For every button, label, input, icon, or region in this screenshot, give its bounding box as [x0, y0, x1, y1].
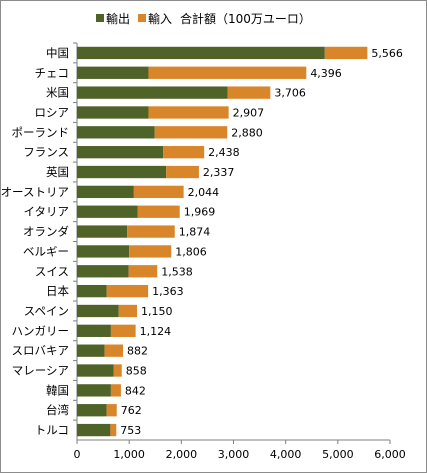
category-label: ハンガリー — [12, 324, 70, 338]
total-data-label: 3,706 — [274, 87, 306, 100]
total-data-label: 5,566 — [371, 47, 403, 60]
category-label: 英国 — [46, 165, 69, 179]
category-label: スペイン — [24, 304, 69, 318]
bar-export — [77, 86, 228, 99]
bar-export — [77, 126, 155, 139]
total-data-label: 882 — [127, 345, 148, 358]
bar-export — [77, 66, 149, 79]
bar-import — [148, 66, 307, 79]
total-data-label: 842 — [125, 384, 146, 397]
legend-label-total: 合計額（100万ユーロ） — [180, 11, 311, 26]
bar-export — [77, 364, 114, 377]
bar-export — [77, 245, 130, 258]
legend-label-export: 輸出 — [106, 11, 131, 26]
x-tick-label: 2,000 — [166, 448, 198, 461]
bar-import — [106, 284, 149, 298]
total-data-label: 1,150 — [141, 305, 173, 318]
legend-swatch-export — [96, 14, 104, 22]
category-label: 米国 — [46, 86, 69, 100]
category-label: 台湾 — [46, 403, 69, 417]
category-label: スイス — [35, 264, 69, 278]
category-label: オランダ — [23, 225, 69, 239]
legend-item-export: 輸出 — [96, 10, 130, 27]
bar-import — [110, 324, 136, 337]
total-data-label: 1,969 — [184, 206, 216, 219]
bar-import — [227, 86, 271, 99]
bar-import — [163, 146, 205, 159]
category-label: ロシア — [35, 105, 70, 119]
bar-export — [77, 146, 164, 159]
category-label: 日本 — [46, 284, 69, 298]
bar-export — [77, 423, 111, 437]
total-data-label: 1,874 — [179, 226, 211, 239]
bar-import — [110, 384, 121, 397]
bar-export — [77, 404, 107, 417]
bar-import — [110, 423, 117, 437]
bar-export — [77, 185, 134, 199]
total-data-label: 1,124 — [140, 325, 172, 338]
bar-export — [77, 344, 105, 357]
total-data-label: 858 — [126, 365, 147, 378]
bar-export — [77, 106, 149, 119]
category-label: ポーランド — [12, 125, 70, 139]
x-tick-label: 0 — [74, 448, 81, 461]
category-label: ベルギー — [23, 244, 69, 258]
category-label: オーストリア — [1, 185, 69, 199]
legend-label-import: 輸入 — [148, 11, 173, 26]
total-data-label: 1,538 — [161, 265, 193, 278]
legend-item-import: 輸入 — [138, 10, 172, 27]
total-data-label: 2,438 — [208, 146, 240, 159]
bar-import — [154, 126, 228, 139]
category-label: スロバキア — [12, 344, 70, 358]
bar-export — [77, 225, 128, 238]
bar-import — [128, 265, 158, 278]
total-data-label: 4,396 — [310, 67, 342, 80]
bar-import — [106, 404, 117, 417]
total-data-label: 2,044 — [188, 186, 220, 199]
bar-import — [127, 225, 175, 238]
total-data-label: 2,337 — [203, 166, 235, 179]
x-tick-label: 4,000 — [270, 448, 302, 461]
bar-import — [166, 165, 199, 179]
bar-export — [77, 165, 167, 179]
category-label: チェコ — [35, 66, 70, 80]
x-tick-label: 1,000 — [113, 448, 145, 461]
x-tick-label: 3,000 — [218, 448, 250, 461]
legend-item-total: 合計額（100万ユーロ） — [180, 10, 311, 27]
bar-import — [129, 245, 172, 258]
bar-import — [148, 106, 229, 119]
bar-import — [324, 46, 368, 60]
bar-import — [137, 205, 180, 218]
legend: 輸出 輸入 合計額（100万ユーロ） — [96, 8, 319, 28]
total-data-label: 1,806 — [175, 245, 207, 258]
bar-import — [113, 364, 122, 377]
bar-import — [133, 185, 184, 199]
total-data-label: 1,363 — [152, 285, 184, 298]
category-label: トルコ — [35, 423, 69, 437]
category-label: 中国 — [46, 46, 69, 60]
total-data-label: 2,880 — [231, 126, 262, 139]
bar-export — [77, 265, 129, 278]
bar-export — [77, 284, 107, 298]
bar-export — [77, 46, 325, 60]
bar-import — [118, 304, 137, 318]
x-tick-label: 6,000 — [374, 448, 406, 461]
legend-swatch-import — [138, 14, 147, 22]
category-label: フランス — [23, 145, 69, 159]
bar-import — [104, 344, 124, 357]
bar-export — [77, 384, 111, 397]
category-label: マレーシア — [12, 364, 69, 378]
x-tick-label: 5,000 — [322, 448, 354, 461]
bar-export — [77, 205, 138, 218]
category-label: イタリア — [23, 205, 69, 219]
total-data-label: 2,907 — [233, 106, 265, 119]
category-label: 韓国 — [46, 383, 69, 397]
bar-export — [77, 304, 119, 318]
bar-export — [77, 324, 111, 337]
total-data-label: 762 — [121, 404, 142, 417]
total-data-label: 753 — [120, 424, 141, 437]
